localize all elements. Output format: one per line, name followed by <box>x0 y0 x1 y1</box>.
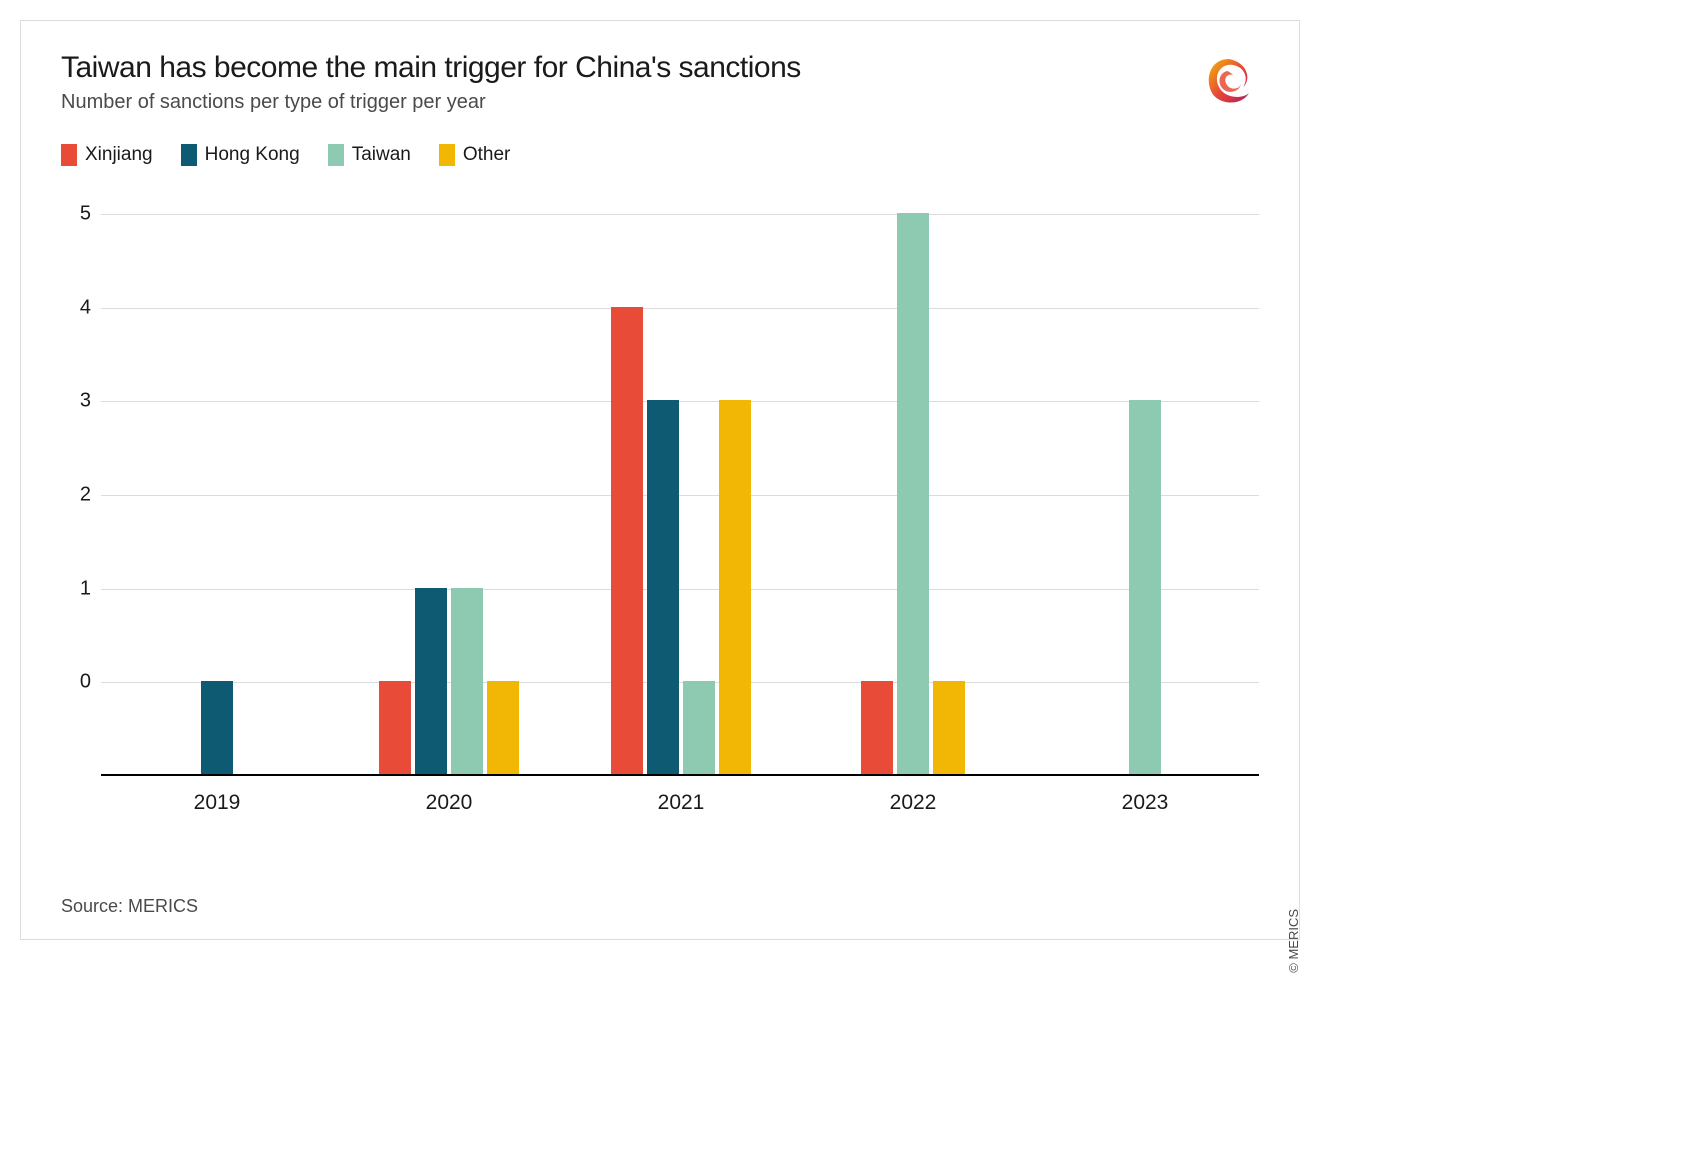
legend-swatch-icon <box>61 144 77 166</box>
legend-label: Xinjiang <box>85 144 153 166</box>
y-tick-label: 1 <box>80 577 91 600</box>
legend-swatch-icon <box>328 144 344 166</box>
legend-item-xinjiang: Xinjiang <box>61 144 153 166</box>
y-tick-label: 0 <box>80 671 91 694</box>
bar-2019-hong-kong <box>201 681 233 775</box>
legend-item-hong-kong: Hong Kong <box>181 144 300 166</box>
y-tick-label: 4 <box>80 296 91 319</box>
bar-2022-xinjiang <box>861 681 893 775</box>
merics-logo-icon <box>1199 51 1259 111</box>
bar-2020-other <box>487 681 519 775</box>
bars-layer <box>101 186 1259 775</box>
x-axis-labels: 2019 2020 2021 2022 2023 <box>101 791 1259 821</box>
bar-2021-hong-kong <box>647 400 679 775</box>
chart-title: Taiwan has become the main trigger for C… <box>61 51 1199 85</box>
bar-2022-other <box>933 681 965 775</box>
source-label: Source: MERICS <box>61 896 198 917</box>
bar-2021-taiwan <box>683 681 715 775</box>
y-tick-label: 5 <box>80 203 91 226</box>
plot-area: 0 1 2 3 4 5 <box>61 186 1259 776</box>
x-tick-label: 2020 <box>426 791 473 815</box>
x-axis-baseline <box>101 774 1259 776</box>
header: Taiwan has become the main trigger for C… <box>61 51 1259 114</box>
bar-2020-xinjiang <box>379 681 411 775</box>
bar-2020-hong-kong <box>415 588 447 775</box>
bar-2022-taiwan <box>897 213 929 775</box>
legend-label: Other <box>463 144 511 166</box>
legend-swatch-icon <box>181 144 197 166</box>
y-tick-label: 3 <box>80 390 91 413</box>
copyright-label: © MERICS <box>1286 909 1301 973</box>
x-tick-label: 2022 <box>890 791 937 815</box>
chart-container: Taiwan has become the main trigger for C… <box>20 20 1300 940</box>
legend-label: Hong Kong <box>205 144 300 166</box>
x-tick-label: 2023 <box>1122 791 1169 815</box>
legend-item-taiwan: Taiwan <box>328 144 411 166</box>
title-block: Taiwan has become the main trigger for C… <box>61 51 1199 114</box>
y-tick-label: 2 <box>80 484 91 507</box>
y-axis: 0 1 2 3 4 5 <box>61 186 101 776</box>
bar-2023-taiwan <box>1129 400 1161 775</box>
bar-2021-other <box>719 400 751 775</box>
legend-item-other: Other <box>439 144 511 166</box>
chart-subtitle: Number of sanctions per type of trigger … <box>61 91 1199 114</box>
bar-2021-xinjiang <box>611 307 643 775</box>
bar-2020-taiwan <box>451 588 483 775</box>
x-tick-label: 2019 <box>194 791 241 815</box>
legend-label: Taiwan <box>352 144 411 166</box>
grid-area <box>101 186 1259 776</box>
x-tick-label: 2021 <box>658 791 705 815</box>
legend: Xinjiang Hong Kong Taiwan Other <box>61 144 1259 166</box>
legend-swatch-icon <box>439 144 455 166</box>
